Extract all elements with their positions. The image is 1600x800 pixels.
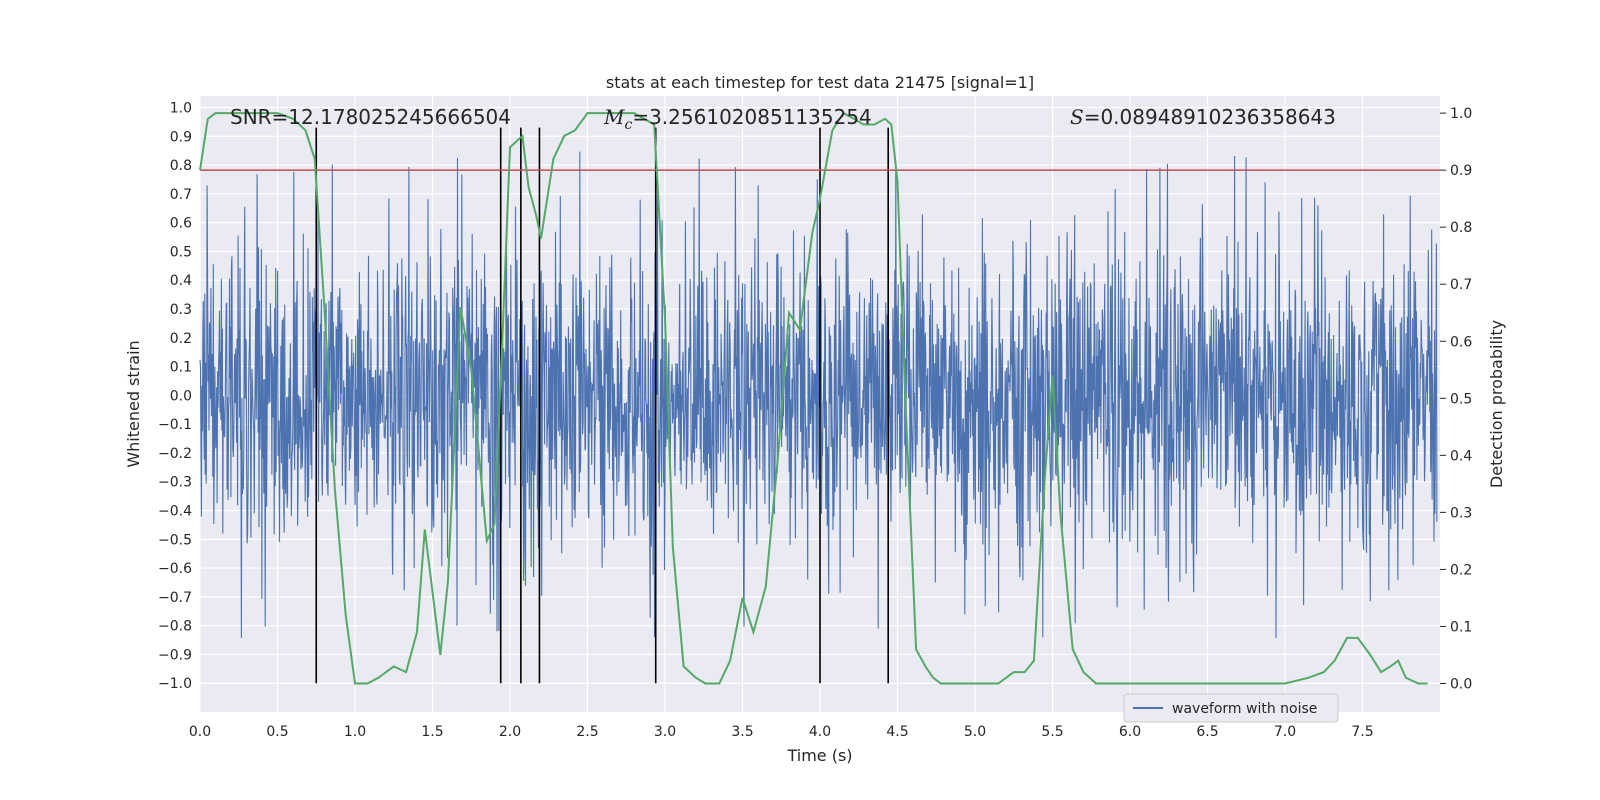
- left-y-tick-label: −0.1: [158, 417, 192, 433]
- x-tick-label: 1.0: [344, 724, 366, 740]
- left-y-tick-label: −0.6: [158, 561, 192, 577]
- chart-title: stats at each timestep for test data 214…: [606, 73, 1034, 92]
- x-tick-label: 3.0: [654, 724, 676, 740]
- right-y-tick-label: 0.6: [1450, 334, 1472, 350]
- left-y-tick-label: 0.5: [170, 244, 192, 260]
- s-annotation: S=0.08948910236358643: [1070, 105, 1336, 129]
- x-tick-label: 6.0: [1119, 724, 1141, 740]
- left-y-tick-label: 0.8: [170, 158, 192, 174]
- left-y-axis-label: Whitened strain: [124, 340, 143, 467]
- x-tick-label: 4.0: [809, 724, 831, 740]
- x-tick-label: 5.5: [1041, 724, 1063, 740]
- chirp-mass-annotation: Mc=3.2561020851135254: [603, 105, 872, 133]
- left-y-tick-label: −1.0: [158, 676, 192, 692]
- x-tick-label: 2.0: [499, 724, 521, 740]
- x-tick-label: 3.5: [731, 724, 753, 740]
- right-y-tick-label: 0.0: [1450, 676, 1472, 692]
- x-tick-label: 2.5: [576, 724, 598, 740]
- x-axis-label: Time (s): [786, 746, 852, 765]
- x-tick-label: 4.5: [886, 724, 908, 740]
- left-y-tick-label: −0.8: [158, 619, 192, 635]
- x-tick-label: 5.0: [964, 724, 986, 740]
- legend-label-waveform: waveform with noise: [1172, 701, 1317, 717]
- left-y-tick-label: −0.9: [158, 647, 192, 663]
- right-y-tick-label: 1.0: [1450, 106, 1472, 122]
- right-y-tick-label: 0.2: [1450, 562, 1472, 578]
- chirp-mass-symbol: M: [603, 105, 625, 129]
- right-y-tick-label: 0.1: [1450, 619, 1472, 635]
- left-y-tick-label: −0.7: [158, 590, 192, 606]
- x-tick-label: 6.5: [1196, 724, 1218, 740]
- x-tick-labels: 0.0 0.5 1.0 1.5 2.0 2.5 3.0 3.5 4.0 4.5 5.0 5.5 6.0 6…: [189, 724, 1374, 740]
- left-y-tick-label: −0.5: [158, 532, 192, 548]
- strain-line: [199, 151, 1438, 639]
- x-tick-label: 0.5: [266, 724, 288, 740]
- snr-annotation: SNR=12.178025245666504: [230, 105, 511, 129]
- right-y-tick-label: 0.9: [1450, 163, 1472, 179]
- right-y-tick-label: 0.4: [1450, 448, 1472, 464]
- s-value: =0.08948910236358643: [1084, 105, 1336, 129]
- left-y-tick-label: 0.1: [170, 360, 192, 376]
- left-y-tick-label: 0.0: [170, 388, 192, 404]
- chirp-mass-value: =3.2561020851135254: [632, 105, 871, 129]
- strain-series: [199, 151, 1438, 639]
- x-tick-label: 7.0: [1274, 724, 1296, 740]
- left-y-tick-label: 0.3: [170, 302, 192, 318]
- left-y-tick-label: −0.2: [158, 446, 192, 462]
- left-y-tick-label: 0.4: [170, 273, 192, 289]
- probability-line: [199, 111, 1428, 685]
- left-y-tick-labels: 1.0 0.9 0.8 0.7 0.6 0.5 0.4 0.3 0.2 0.1 0.0 −0.1 −0.…: [158, 101, 192, 693]
- legend-box: [1123, 693, 1339, 723]
- s-symbol: S: [1070, 105, 1084, 129]
- event-markers: [315, 127, 890, 684]
- legend: waveform with noise: [1123, 693, 1339, 723]
- left-y-tick-label: 0.9: [170, 129, 192, 145]
- right-y-tick-label: 0.3: [1450, 505, 1472, 521]
- chirp-mass-subscript: c: [624, 117, 632, 133]
- left-y-tick-label: 0.7: [170, 187, 192, 203]
- x-tick-label: 0.0: [189, 724, 211, 740]
- left-y-tick-label: −0.4: [158, 504, 192, 520]
- probability-series: [199, 111, 1440, 685]
- right-y-tick-label: 0.5: [1450, 391, 1472, 407]
- right-y-tick-label: 0.7: [1450, 277, 1472, 293]
- right-y-tick-labels: 1.0 0.9 0.8 0.7 0.6 0.5 0.4 0.3 0.2 0.1 0.0: [1440, 106, 1472, 692]
- left-y-tick-label: 1.0: [170, 101, 192, 117]
- left-y-tick-label: 0.2: [170, 331, 192, 347]
- left-y-tick-label: 0.6: [170, 216, 192, 232]
- x-tick-label: 7.5: [1351, 724, 1373, 740]
- left-y-tick-label: −0.3: [158, 475, 192, 491]
- right-y-axis-label: Detection probability: [1487, 320, 1506, 488]
- right-y-tick-label: 0.8: [1450, 220, 1472, 236]
- x-tick-label: 1.5: [421, 724, 443, 740]
